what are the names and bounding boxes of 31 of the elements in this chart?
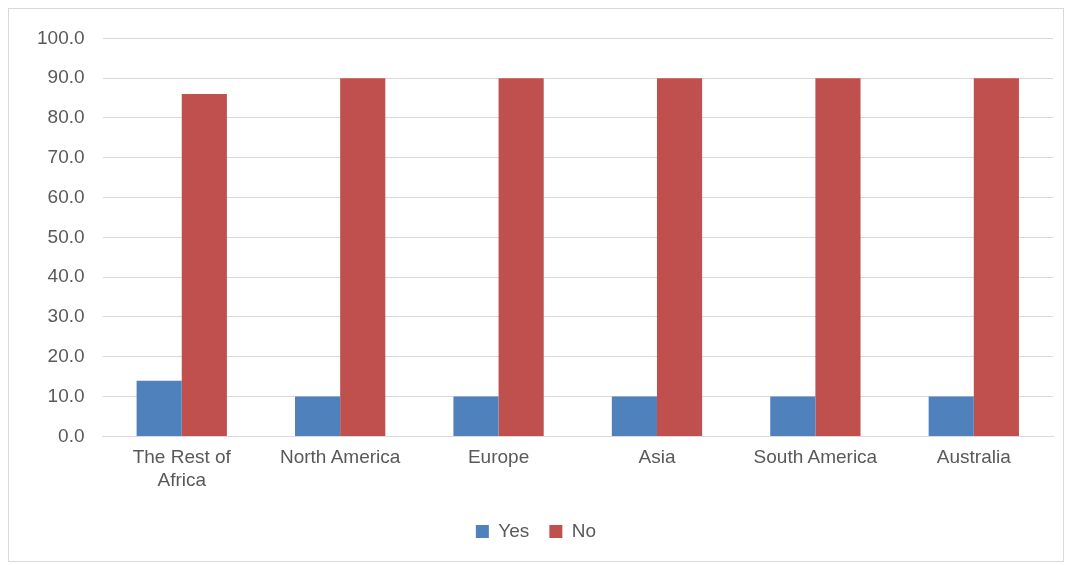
bar — [973, 78, 1019, 436]
bar — [928, 396, 974, 436]
bar — [340, 78, 386, 436]
y-tick-label: 10.0 — [47, 384, 85, 406]
x-tick-label: Asia — [638, 446, 676, 468]
bar — [770, 396, 816, 436]
bar — [136, 380, 182, 436]
x-tick-label: North America — [279, 446, 401, 468]
bar — [498, 78, 544, 436]
legend-label: No — [571, 519, 597, 541]
y-tick-label: 100.0 — [37, 26, 85, 48]
x-tick-label: Europe — [467, 446, 530, 468]
bar — [815, 78, 861, 436]
x-tick-label: Australia — [936, 446, 1012, 468]
x-tick-label: South America — [753, 446, 878, 468]
y-tick-label: 90.0 — [47, 66, 85, 88]
bar — [656, 78, 703, 436]
y-tick-label: 0.0 — [58, 424, 85, 446]
y-tick-label: 20.0 — [47, 345, 85, 367]
bar — [181, 94, 227, 436]
x-tick-label: The Rest of Africa — [132, 446, 232, 490]
y-tick-label: 80.0 — [47, 106, 85, 128]
y-tick-label: 70.0 — [47, 146, 85, 168]
bar — [453, 396, 499, 436]
y-tick-label: 30.0 — [47, 305, 85, 327]
bar — [295, 396, 341, 436]
legend-label: Yes — [498, 519, 530, 541]
y-tick-label: 60.0 — [47, 185, 85, 207]
y-tick-label: 50.0 — [47, 225, 85, 247]
y-tick-label: 40.0 — [47, 265, 85, 287]
bar — [611, 396, 657, 436]
